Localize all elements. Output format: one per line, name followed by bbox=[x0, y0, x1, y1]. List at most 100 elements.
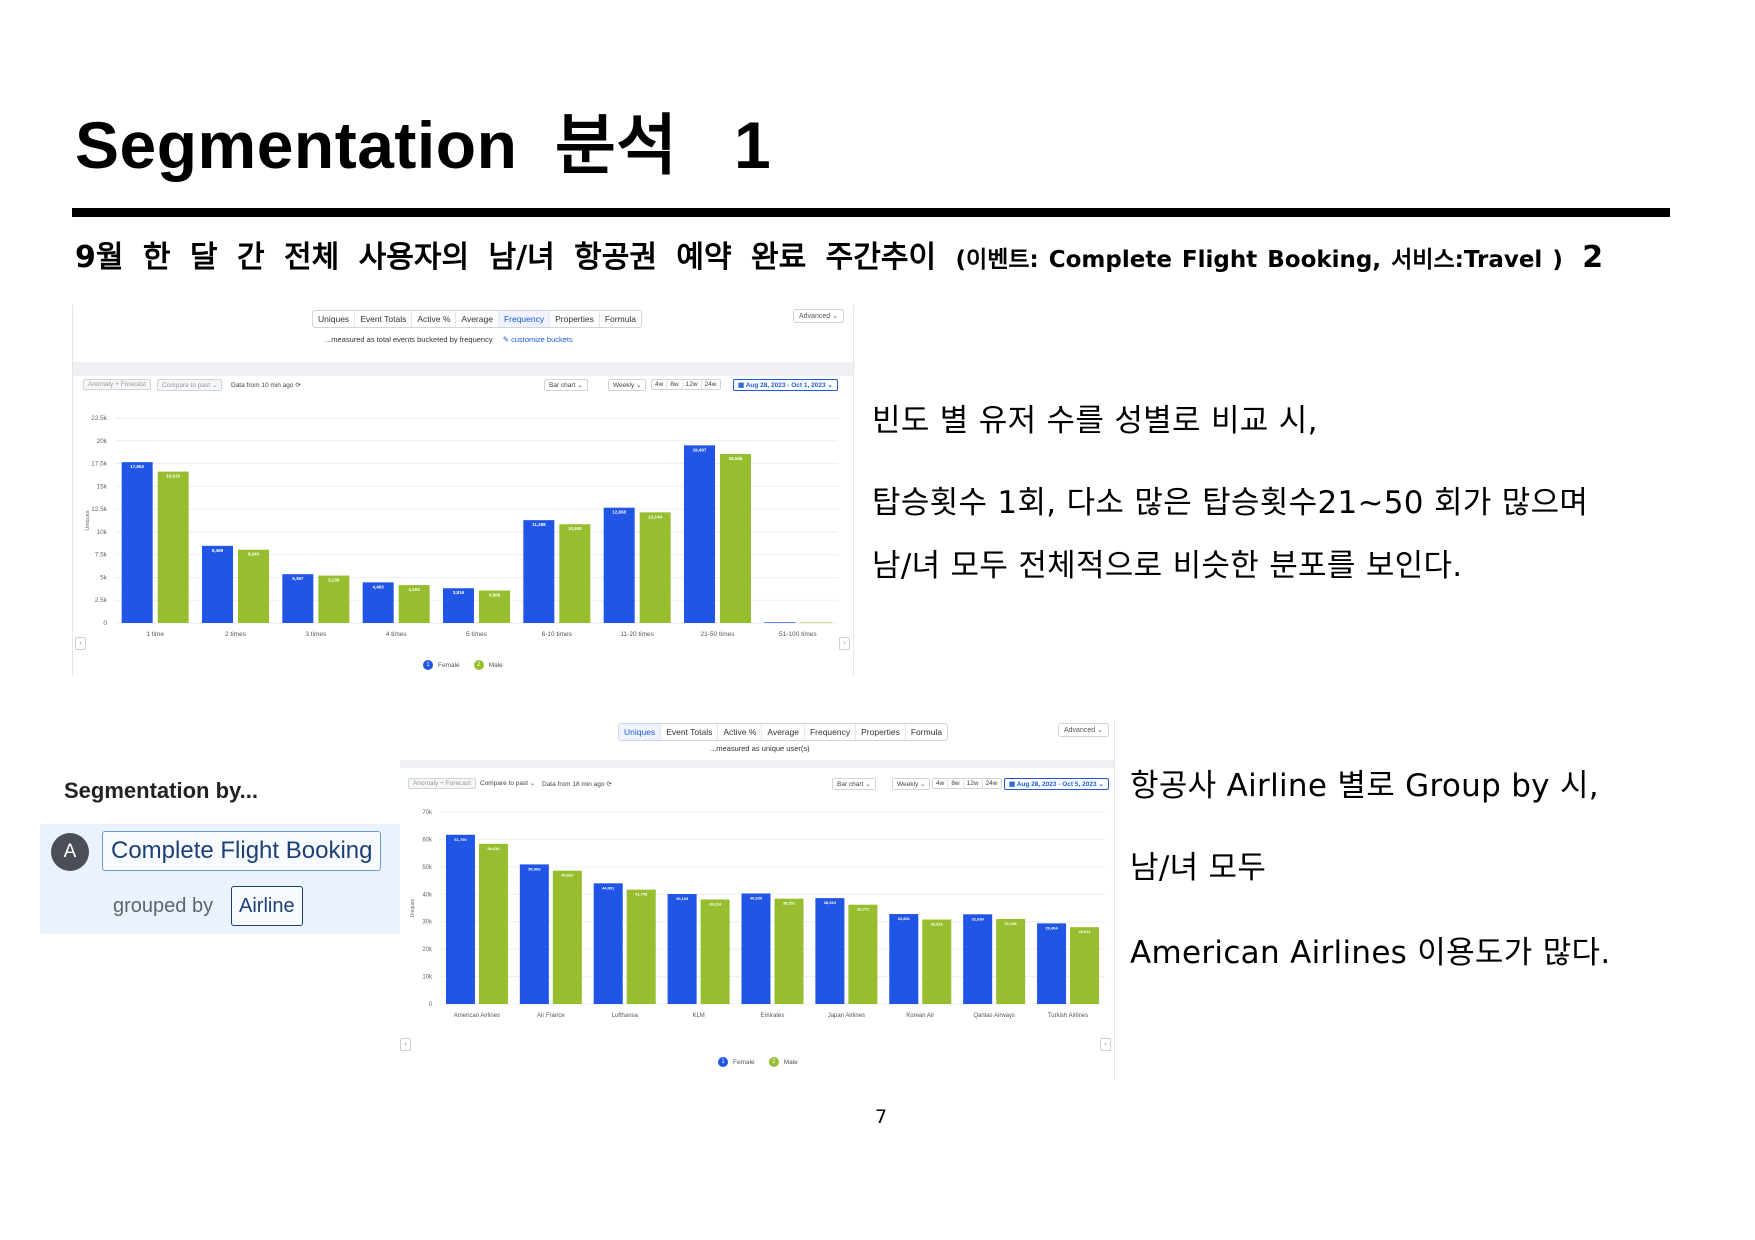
bar-value-label: 12,658 bbox=[612, 510, 626, 515]
refresh-icon[interactable]: ⟳ bbox=[295, 382, 301, 389]
tab-active-percent[interactable]: Active % bbox=[412, 311, 457, 327]
bar-female bbox=[764, 622, 796, 623]
tab-event-totals[interactable]: Event Totals bbox=[355, 311, 413, 327]
range-4w-2[interactable]: 4w bbox=[933, 779, 949, 788]
x-tick-label: 1 time bbox=[146, 631, 164, 638]
range-24w[interactable]: 24w bbox=[704, 381, 717, 388]
y-tick-label: 0 bbox=[103, 620, 107, 627]
event-letter-avatar: A bbox=[51, 833, 89, 871]
interval-select-2[interactable]: Weekly ⌄ bbox=[892, 778, 931, 790]
bar-female bbox=[667, 894, 697, 1004]
x-tick-label: Japan Airlines bbox=[828, 1013, 865, 1019]
airline-chart-screenshot: Uniques Event Totals Active % Average Fr… bbox=[400, 720, 1115, 1080]
range-12w-2[interactable]: 12w bbox=[964, 779, 983, 788]
legend-swatch-male-2: 2 bbox=[768, 1057, 779, 1067]
bar-value-label: 29,404 bbox=[1045, 925, 1058, 930]
legend-item-female[interactable]: 1 Female bbox=[423, 660, 460, 670]
tab-properties[interactable]: Properties bbox=[550, 311, 600, 327]
y-tick-label: 60k bbox=[422, 837, 433, 843]
bar-male bbox=[639, 512, 671, 623]
scroll-right-icon[interactable]: › bbox=[839, 637, 850, 650]
date-range-picker[interactable]: ▦ Aug 28, 2023 - Oct 1, 2023 ⌄ bbox=[733, 379, 838, 391]
bar-male bbox=[552, 870, 582, 1004]
legend-label-male: Male bbox=[488, 661, 503, 669]
chart-toolbar-2: Anomaly + Forecast Compare to past ⌄ Dat… bbox=[400, 776, 1114, 796]
range-12w[interactable]: 12w bbox=[683, 380, 702, 389]
tab-formula[interactable]: Formula bbox=[604, 314, 637, 324]
bar-male bbox=[720, 454, 751, 623]
interval-select[interactable]: Weekly ⌄ bbox=[608, 379, 647, 391]
y-tick-label: 17.5k bbox=[91, 461, 108, 468]
data-freshness-text-2: Data from 18 min ago bbox=[542, 781, 605, 788]
bar-female bbox=[741, 893, 771, 1004]
x-tick-label: 5 times bbox=[466, 631, 488, 638]
bar-male bbox=[238, 549, 269, 623]
measure-mode-tabs-2[interactable]: Uniques Event Totals Active % Average Fr… bbox=[618, 723, 949, 741]
legend-swatch-female: 1 bbox=[423, 660, 433, 670]
bar-value-label: 32,699 bbox=[972, 916, 985, 921]
event-chip[interactable]: Complete Flight Booking bbox=[102, 831, 382, 871]
data-freshness: Data from 10 min ago ⟳ bbox=[231, 381, 301, 389]
compare-to-past-button-2[interactable]: Compare to past ⌄ bbox=[476, 778, 540, 788]
bar-value-label: 5,357 bbox=[292, 576, 304, 581]
bar-value-label: 5,206 bbox=[328, 578, 340, 583]
chart-type-select-2[interactable]: Bar chart ⌄ bbox=[832, 778, 876, 790]
range-4w[interactable]: 4w bbox=[652, 380, 668, 389]
range-8w-2[interactable]: 8w bbox=[948, 779, 964, 788]
scroll-left-icon[interactable]: ‹ bbox=[75, 637, 86, 650]
tab-uniques[interactable]: Uniques bbox=[313, 311, 356, 327]
bar-value-label: 31,006 bbox=[1005, 921, 1018, 926]
anomaly-forecast-button[interactable]: Anomaly + Forecast bbox=[83, 379, 151, 390]
tab-active-percent-2[interactable]: Active % bbox=[718, 724, 763, 740]
advanced-button-2[interactable]: Advanced ⌄ bbox=[1058, 723, 1109, 737]
compare-to-past-button[interactable]: Compare to past ⌄ bbox=[157, 379, 223, 391]
scroll-right-icon-2[interactable]: › bbox=[1100, 1038, 1111, 1051]
legend-label-female-2: Female bbox=[733, 1058, 755, 1066]
bar-value-label: 40,339 bbox=[750, 895, 763, 900]
group-property-chip[interactable]: Airline bbox=[231, 886, 303, 926]
y-tick-label: 12.5k bbox=[91, 506, 108, 513]
range-buttons[interactable]: 4w 8w 12w 24w bbox=[651, 379, 721, 390]
range-24w-2[interactable]: 24w bbox=[985, 780, 998, 787]
description-1-line1: 빈도 별 유저 수를 성별로 비교 시, bbox=[872, 403, 1318, 439]
x-tick-label: 21-50 times bbox=[701, 631, 736, 638]
tab-properties-2[interactable]: Properties bbox=[856, 724, 906, 740]
bar-value-label: 36,271 bbox=[857, 907, 870, 912]
legend-item-female-2[interactable]: 1 Female bbox=[718, 1057, 755, 1067]
bar-male bbox=[479, 590, 510, 623]
tab-event-totals-2[interactable]: Event Totals bbox=[661, 724, 719, 740]
range-8w[interactable]: 8w bbox=[667, 380, 683, 389]
segmentation-by-panel: Segmentation by... A Complete Flight Boo… bbox=[40, 770, 402, 935]
bar-value-label: 8,043 bbox=[248, 552, 260, 557]
legend-item-male[interactable]: 2 Male bbox=[473, 660, 503, 670]
tab-formula-2[interactable]: Formula bbox=[910, 727, 943, 737]
legend-item-male-2[interactable]: 2 Male bbox=[768, 1057, 798, 1067]
bar-value-label: 44,001 bbox=[602, 885, 615, 890]
bar-value-label: 38,634 bbox=[824, 900, 837, 905]
date-range-text-2: Aug 28, 2023 - Oct 5, 2023 ⌄ bbox=[1016, 781, 1104, 788]
bar-female bbox=[362, 582, 394, 623]
measure-mode-tabs[interactable]: Uniques Event Totals Active % Average Fr… bbox=[312, 310, 643, 328]
refresh-icon-2[interactable]: ⟳ bbox=[606, 781, 612, 788]
bar-female bbox=[282, 574, 314, 623]
chart-type-select[interactable]: Bar chart ⌄ bbox=[544, 379, 588, 391]
date-range-picker-2[interactable]: ▦ Aug 28, 2023 - Oct 5, 2023 ⌄ bbox=[1004, 778, 1109, 790]
scroll-left-icon-2[interactable]: ‹ bbox=[400, 1038, 411, 1051]
advanced-button[interactable]: Advanced ⌄ bbox=[793, 309, 844, 323]
anomaly-forecast-button-2[interactable]: Anomaly + Forecast bbox=[408, 778, 476, 789]
tab-frequency[interactable]: Frequency bbox=[498, 311, 551, 327]
tab-average[interactable]: Average bbox=[456, 311, 499, 327]
y-tick-label: 7.5k bbox=[95, 552, 108, 559]
chart-legend-2: 1 Female 2 Male bbox=[718, 1057, 798, 1067]
range-buttons-2[interactable]: 4w 8w 12w 24w bbox=[932, 778, 1002, 789]
y-tick-label: 40k bbox=[422, 892, 433, 898]
y-tick-label: 2.5k bbox=[95, 597, 108, 604]
tab-average-2[interactable]: Average bbox=[762, 724, 805, 740]
customize-buckets-link[interactable]: ✎ customize buckets bbox=[502, 335, 573, 344]
x-tick-label: Turkish Airlines bbox=[1048, 1013, 1088, 1019]
bar-value-label: 18,545 bbox=[729, 456, 743, 461]
frequency-chart-screenshot: Uniques Event Totals Active % Average Fr… bbox=[72, 305, 854, 675]
tab-uniques-2[interactable]: Uniques bbox=[619, 724, 662, 740]
tab-frequency-2[interactable]: Frequency bbox=[805, 724, 857, 740]
bar-female bbox=[443, 588, 474, 623]
